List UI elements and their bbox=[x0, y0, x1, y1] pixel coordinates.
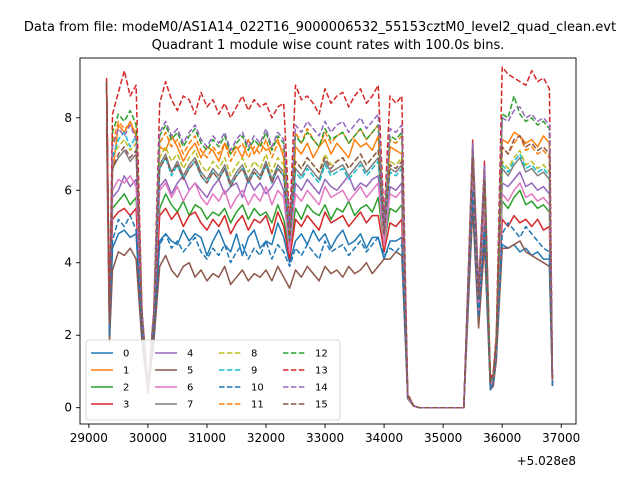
legend-label-1: 1 bbox=[123, 366, 129, 377]
legend-label-10: 10 bbox=[251, 383, 264, 394]
x-tick-label: 31000 bbox=[188, 431, 226, 445]
suptitle: Data from file: modeM0/AS1A14_022T16_900… bbox=[24, 20, 616, 35]
x-tick-label: 37000 bbox=[542, 431, 580, 445]
axes-frame bbox=[79, 57, 577, 425]
series-line-15 bbox=[105, 81, 554, 409]
x-tick-label: 32000 bbox=[247, 431, 285, 445]
chart-title: Quadrant 1 module wise count rates with … bbox=[152, 38, 505, 53]
plot-area bbox=[105, 66, 554, 409]
legend-label-12: 12 bbox=[315, 349, 328, 360]
y-tick-label: 0 bbox=[64, 401, 72, 415]
x-offset-label: +5.028e8 bbox=[517, 454, 576, 468]
legend-label-7: 7 bbox=[187, 400, 193, 411]
y-tick-label: 6 bbox=[64, 183, 72, 197]
x-tick-label: 34000 bbox=[365, 431, 403, 445]
series-line-10 bbox=[105, 85, 554, 409]
legend-label-5: 5 bbox=[187, 366, 193, 377]
y-tick-label: 2 bbox=[64, 328, 72, 342]
legend-label-13: 13 bbox=[315, 366, 328, 377]
legend-label-2: 2 bbox=[123, 383, 129, 394]
legend-label-11: 11 bbox=[251, 400, 264, 411]
legend-label-0: 0 bbox=[123, 349, 129, 360]
legend-label-6: 6 bbox=[187, 383, 193, 394]
x-tick-label: 29000 bbox=[70, 431, 108, 445]
y-tick-label: 8 bbox=[64, 111, 72, 125]
legend-box bbox=[85, 339, 341, 421]
x-axis: 29000 30000 31000 32000 33000 34000 35000 36000… bbox=[70, 424, 580, 445]
x-tick-label: 33000 bbox=[306, 431, 344, 445]
x-tick-label: 36000 bbox=[483, 431, 521, 445]
x-tick-label: 35000 bbox=[424, 431, 462, 445]
x-tick-label: 30000 bbox=[129, 431, 167, 445]
legend-label-8: 8 bbox=[251, 349, 257, 360]
legend-label-15: 15 bbox=[315, 400, 328, 411]
legend-label-9: 9 bbox=[251, 366, 257, 377]
y-axis: 0 2 4 6 8 bbox=[64, 111, 80, 415]
y-tick-label: 4 bbox=[64, 256, 72, 270]
legend-label-14: 14 bbox=[315, 383, 328, 394]
legend-label-3: 3 bbox=[123, 400, 129, 411]
series-line-12 bbox=[105, 81, 554, 409]
legend-label-4: 4 bbox=[187, 349, 193, 360]
